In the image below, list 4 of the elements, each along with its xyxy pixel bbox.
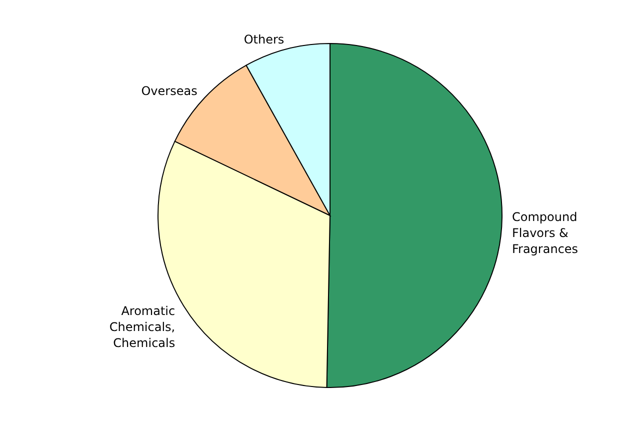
slice-label: Compound Flavors & Fragrances [512,210,578,256]
slice-label: Others [244,32,284,46]
slice-label: Aromatic Chemicals, Chemicals [109,304,176,350]
slice-label: Overseas [141,84,198,98]
